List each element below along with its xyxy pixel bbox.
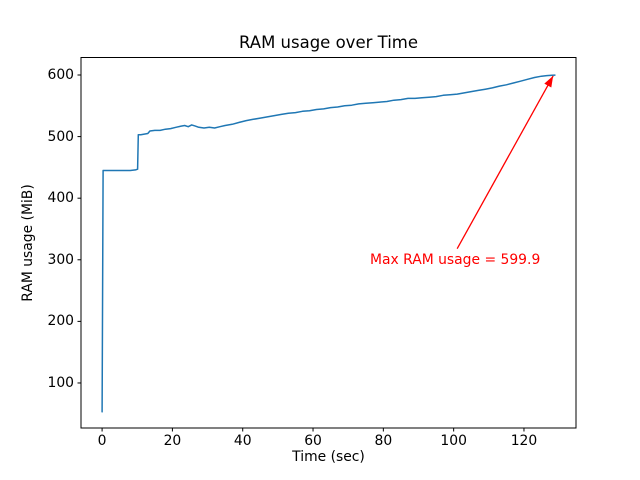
y-tick-label: 500 — [47, 128, 74, 145]
x-tick-label: 40 — [233, 433, 252, 449]
x-tick-label: 100 — [440, 433, 467, 449]
y-tick-label: 300 — [47, 251, 74, 268]
y-tick-label: 600 — [47, 66, 74, 83]
x-tick-label: 20 — [163, 433, 182, 449]
x-tick-label: 60 — [304, 433, 322, 449]
y-axis-label: RAM usage (MiB) — [20, 184, 36, 302]
y-tick-label: 200 — [47, 313, 74, 330]
chart-title: RAM usage over Time — [238, 33, 419, 52]
max-ram-annotation: Max RAM usage = 599.9 — [370, 252, 541, 268]
ram-usage-line — [101, 74, 556, 413]
x-tick-label: 0 — [97, 433, 107, 449]
y-tick-label: 400 — [47, 190, 74, 207]
x-tick-label: 120 — [510, 433, 538, 449]
x-axis-label: Time (sec) — [292, 449, 365, 465]
annotation-arrow-line — [456, 75, 554, 250]
x-tick-label: 80 — [374, 433, 393, 449]
axes-spines — [80, 57, 577, 429]
y-tick-label: 100 — [47, 374, 74, 391]
annotation-arrowhead-icon — [544, 75, 554, 88]
